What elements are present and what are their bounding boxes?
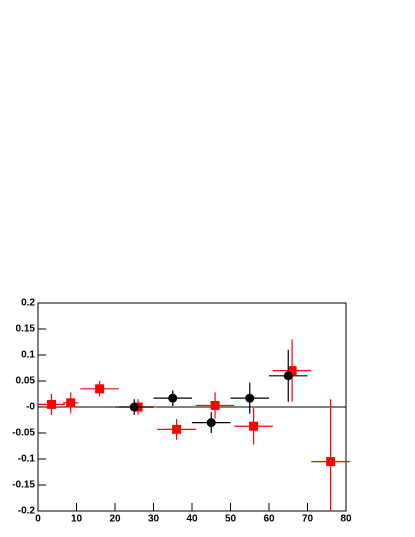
y-tick-label: 0.2 — [21, 298, 35, 309]
point — [129, 402, 139, 412]
x-tick-label: 60 — [263, 514, 275, 525]
y-tick-label: -0.1 — [18, 454, 36, 465]
y-tick-label: 0.05 — [16, 376, 36, 387]
x-tick-label: 40 — [186, 514, 198, 525]
point — [245, 393, 255, 403]
point — [168, 393, 178, 403]
point — [95, 384, 105, 394]
point — [66, 398, 76, 408]
x-tick-label: 70 — [302, 514, 314, 525]
point — [326, 457, 336, 467]
point — [46, 399, 56, 409]
point — [249, 421, 259, 431]
x-tick-label: 10 — [71, 514, 83, 525]
x-tick-label: 80 — [340, 514, 352, 525]
y-tick-label: -0 — [26, 402, 35, 413]
y-tick-label: 0.1 — [21, 350, 35, 361]
x-tick-label: 0 — [35, 514, 41, 525]
y-tick-label: 0.15 — [16, 324, 36, 335]
point — [210, 400, 220, 410]
point — [206, 418, 216, 428]
x-tick-label: 50 — [225, 514, 237, 525]
y-tick-label: -0.05 — [12, 428, 35, 439]
y-tick-label: -0.15 — [12, 480, 35, 491]
point — [172, 424, 182, 434]
y-tick-label: -0.2 — [18, 506, 36, 517]
x-tick-label: 20 — [109, 514, 121, 525]
point — [287, 366, 297, 376]
point — [283, 371, 293, 381]
x-tick-label: 30 — [148, 514, 160, 525]
